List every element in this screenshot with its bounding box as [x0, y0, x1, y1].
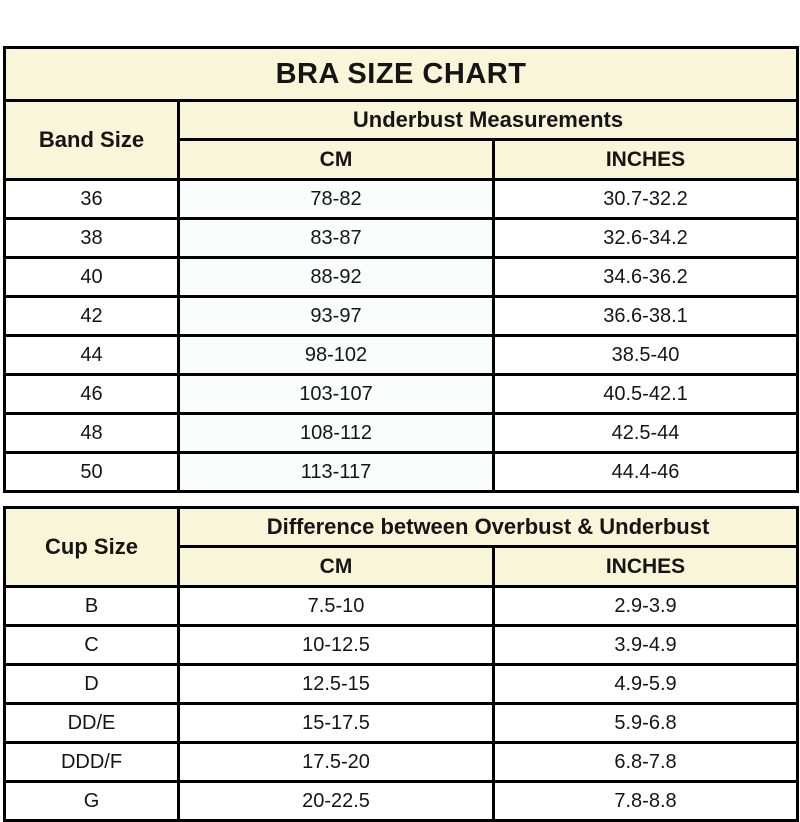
- cm-cell: 10-12.5: [177, 624, 495, 666]
- inches-cell: 36.6-38.1: [491, 295, 800, 337]
- inches-cell: 6.8-7.8: [491, 741, 800, 783]
- cm-cell: 113-117: [177, 451, 495, 493]
- table-row: 40 88-92 34.6-36.2: [3, 256, 800, 298]
- inches-cell: 3.9-4.9: [491, 624, 800, 666]
- table-row: DDD/F 17.5-20 6.8-7.8: [3, 741, 800, 783]
- table-row: 46 103-107 40.5-42.1: [3, 373, 800, 415]
- inches-cell: 44.4-46: [491, 451, 800, 493]
- band-cell: 40: [3, 256, 180, 298]
- band-size-table: BRA SIZE CHART Band Size Underbust Measu…: [2, 46, 800, 493]
- table-gap: [3, 493, 796, 506]
- cm-column-header: CM: [177, 138, 495, 181]
- cup-cell: B: [3, 585, 180, 627]
- table-row: D 12.5-15 4.9-5.9: [3, 663, 800, 705]
- table-title-row: BRA SIZE CHART: [2, 46, 800, 102]
- cup-cell: G: [3, 780, 180, 822]
- cm-cell: 98-102: [177, 334, 495, 376]
- table-row: 50 113-117 44.4-46: [3, 451, 800, 493]
- inches-cell: 7.8-8.8: [491, 780, 800, 822]
- cup-subheader-row: CM INCHES: [5, 545, 800, 588]
- cup-size-header: Cup Size: [3, 506, 180, 588]
- inches-column-header: INCHES: [491, 138, 800, 181]
- inches-cell: 42.5-44: [491, 412, 800, 454]
- table-row: DD/E 15-17.5 5.9-6.8: [3, 702, 800, 744]
- table-row: 38 83-87 32.6-34.2: [3, 217, 800, 259]
- cm-cell: 12.5-15: [177, 663, 495, 705]
- inches-cell: 32.6-34.2: [491, 217, 800, 259]
- band-cell: 38: [3, 217, 180, 259]
- band-subheader-row: CM INCHES: [5, 138, 800, 181]
- cm-cell: 108-112: [177, 412, 495, 454]
- cm-cell: 20-22.5: [177, 780, 495, 822]
- cm-cell: 7.5-10: [177, 585, 495, 627]
- size-chart-sheet: BRA SIZE CHART Band Size Underbust Measu…: [2, 46, 800, 822]
- band-cell: 48: [3, 412, 180, 454]
- inches-cell: 40.5-42.1: [491, 373, 800, 415]
- inches-cell: 30.7-32.2: [491, 178, 800, 220]
- band-cell: 46: [3, 373, 180, 415]
- cm-column-header: CM: [177, 545, 495, 588]
- cup-cell: C: [3, 624, 180, 666]
- underbust-group-header: Underbust Measurements: [176, 99, 800, 141]
- inches-cell: 4.9-5.9: [491, 663, 800, 705]
- band-size-header: Band Size: [3, 99, 180, 181]
- cup-cell: DD/E: [3, 702, 180, 744]
- table-row: 48 108-112 42.5-44: [3, 412, 800, 454]
- cm-cell: 83-87: [177, 217, 495, 259]
- cup-cell: DDD/F: [3, 741, 180, 783]
- table-row: B 7.5-10 2.9-3.9: [3, 585, 800, 627]
- table-row: G 20-22.5 7.8-8.8: [3, 780, 800, 822]
- table-row: C 10-12.5 3.9-4.9: [3, 624, 800, 666]
- chart-title: BRA SIZE CHART: [2, 46, 800, 102]
- band-cell: 36: [3, 178, 180, 220]
- cm-cell: 103-107: [177, 373, 495, 415]
- inches-cell: 5.9-6.8: [491, 702, 800, 744]
- cm-cell: 17.5-20: [177, 741, 495, 783]
- band-cell: 44: [3, 334, 180, 376]
- band-group-header-row: Band Size Underbust Measurements: [3, 99, 800, 181]
- table-row: 44 98-102 38.5-40: [3, 334, 800, 376]
- cup-size-table: Cup Size Difference between Overbust & U…: [3, 506, 800, 822]
- inches-column-header: INCHES: [491, 545, 800, 588]
- cm-cell: 78-82: [177, 178, 495, 220]
- band-cell: 42: [3, 295, 180, 337]
- cup-cell: D: [3, 663, 180, 705]
- table-row: 36 78-82 30.7-32.2: [3, 178, 800, 220]
- inches-cell: 38.5-40: [491, 334, 800, 376]
- table-row: 42 93-97 36.6-38.1: [3, 295, 800, 337]
- difference-group-header: Difference between Overbust & Underbust: [176, 506, 800, 548]
- inches-cell: 34.6-36.2: [491, 256, 800, 298]
- cm-cell: 15-17.5: [177, 702, 495, 744]
- inches-cell: 2.9-3.9: [491, 585, 800, 627]
- band-cell: 50: [3, 451, 180, 493]
- cm-cell: 93-97: [177, 295, 495, 337]
- cm-cell: 88-92: [177, 256, 495, 298]
- cup-group-header-row: Cup Size Difference between Overbust & U…: [3, 506, 800, 588]
